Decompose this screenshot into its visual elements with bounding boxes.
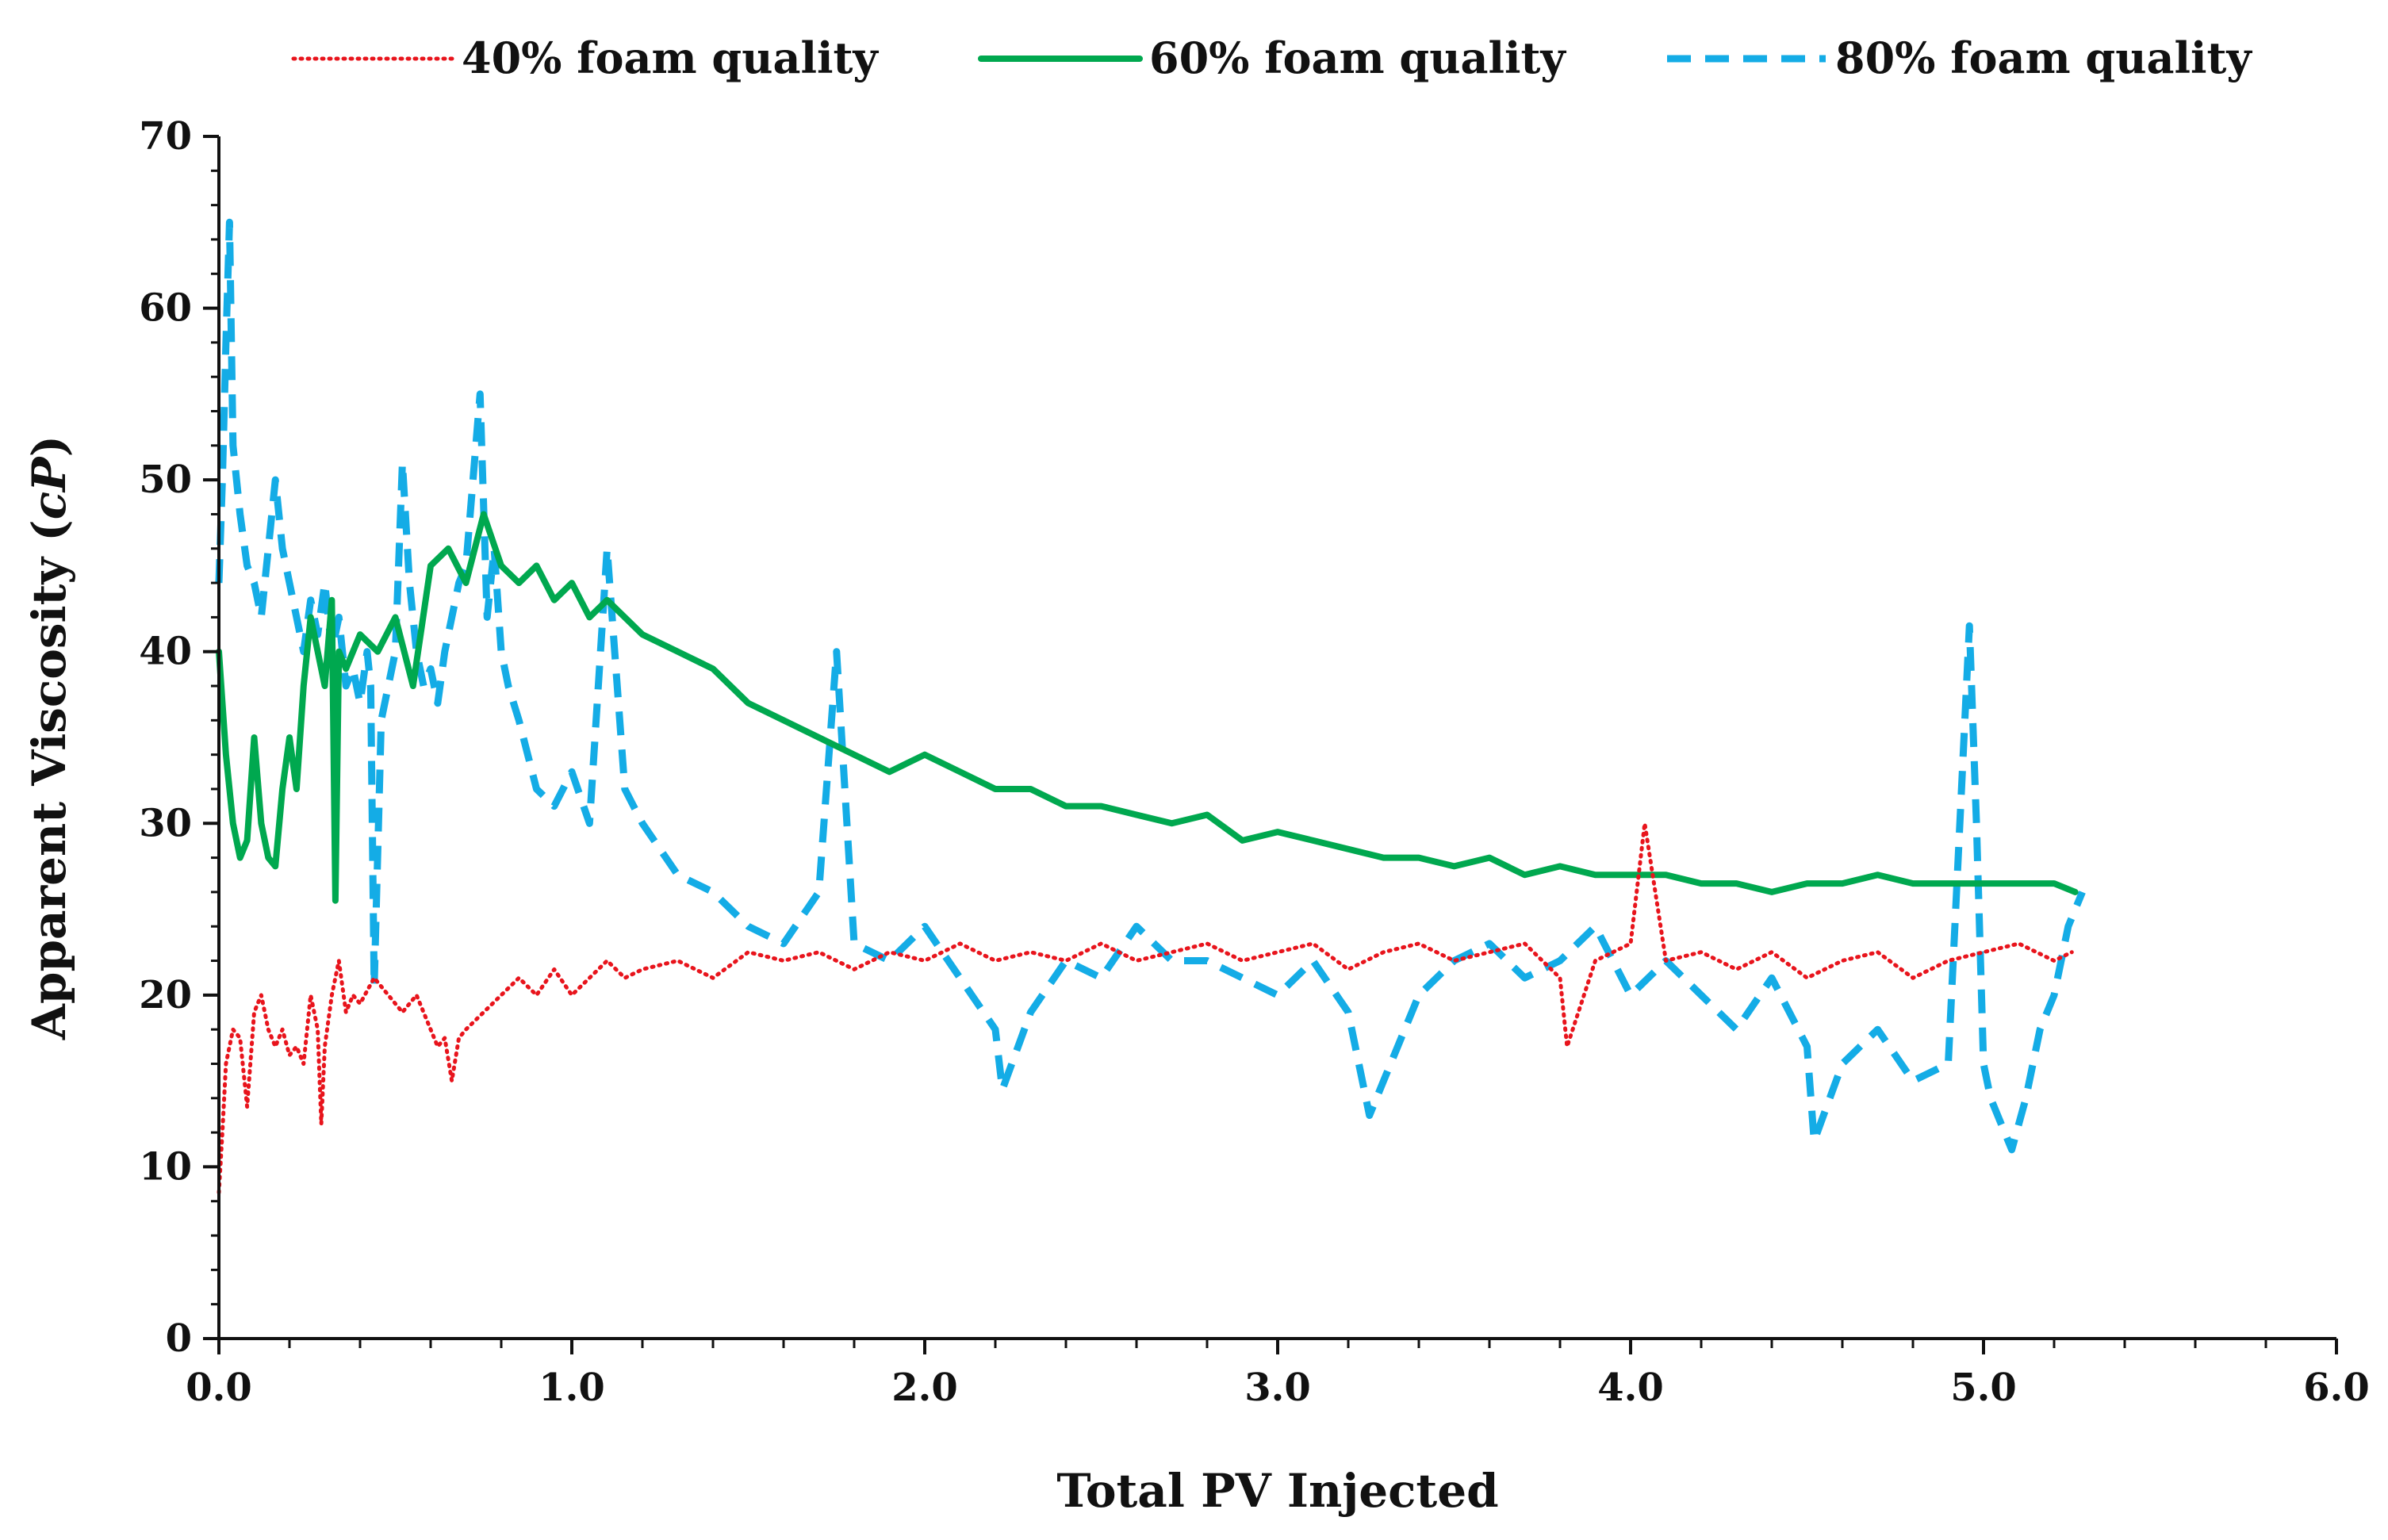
series-line-60-foam-quality [216,511,2079,904]
y-axis-title-close: ) [22,435,76,457]
y-tick-label: 70 [139,114,192,159]
legend-label: 60% foam quality [1149,33,1566,83]
x-tick-label: 6.0 [2303,1366,2370,1410]
legend-label: 80% foam quality [1835,33,2252,83]
x-tick-label: 0.0 [186,1366,252,1410]
ticks-layer: 0 10 20 30 40 50 60 70 0.0 1.0 2.0 3.0 4.0 5.0 6.0 [139,114,2370,1410]
x-tick-label: 2.0 [891,1366,958,1410]
series-layer [215,218,2086,1195]
axes-layer [217,136,2336,1340]
y-tick-label: 20 [139,973,192,1017]
y-axis-title-unit: cP [22,456,76,519]
y-tick-label: 30 [139,801,192,845]
y-tick-label: 60 [139,286,192,331]
y-axis-title-main: Apparent Viscosity ( [22,519,76,1040]
x-tick-label: 5.0 [1950,1366,2017,1410]
y-axis-title: Apparent Viscosity (cP) [22,435,76,1040]
y-tick-label: 40 [139,630,192,674]
x-axis-title: Total PV Injected [1056,1464,1498,1518]
x-tick-label: 1.0 [539,1366,605,1410]
series-line-80-foam-quality [215,218,2086,1154]
y-tick-label: 10 [139,1144,192,1189]
x-tick-label: 4.0 [1597,1366,1664,1410]
legend: 40% foam quality 60% foam quality 80% foam… [291,33,2252,83]
legend-label: 40% foam quality [462,33,879,83]
series-line-40-foam-quality [217,821,2074,1195]
y-tick-label: 0 [166,1316,192,1361]
y-tick-label: 50 [139,458,192,502]
x-tick-label: 3.0 [1244,1366,1311,1410]
